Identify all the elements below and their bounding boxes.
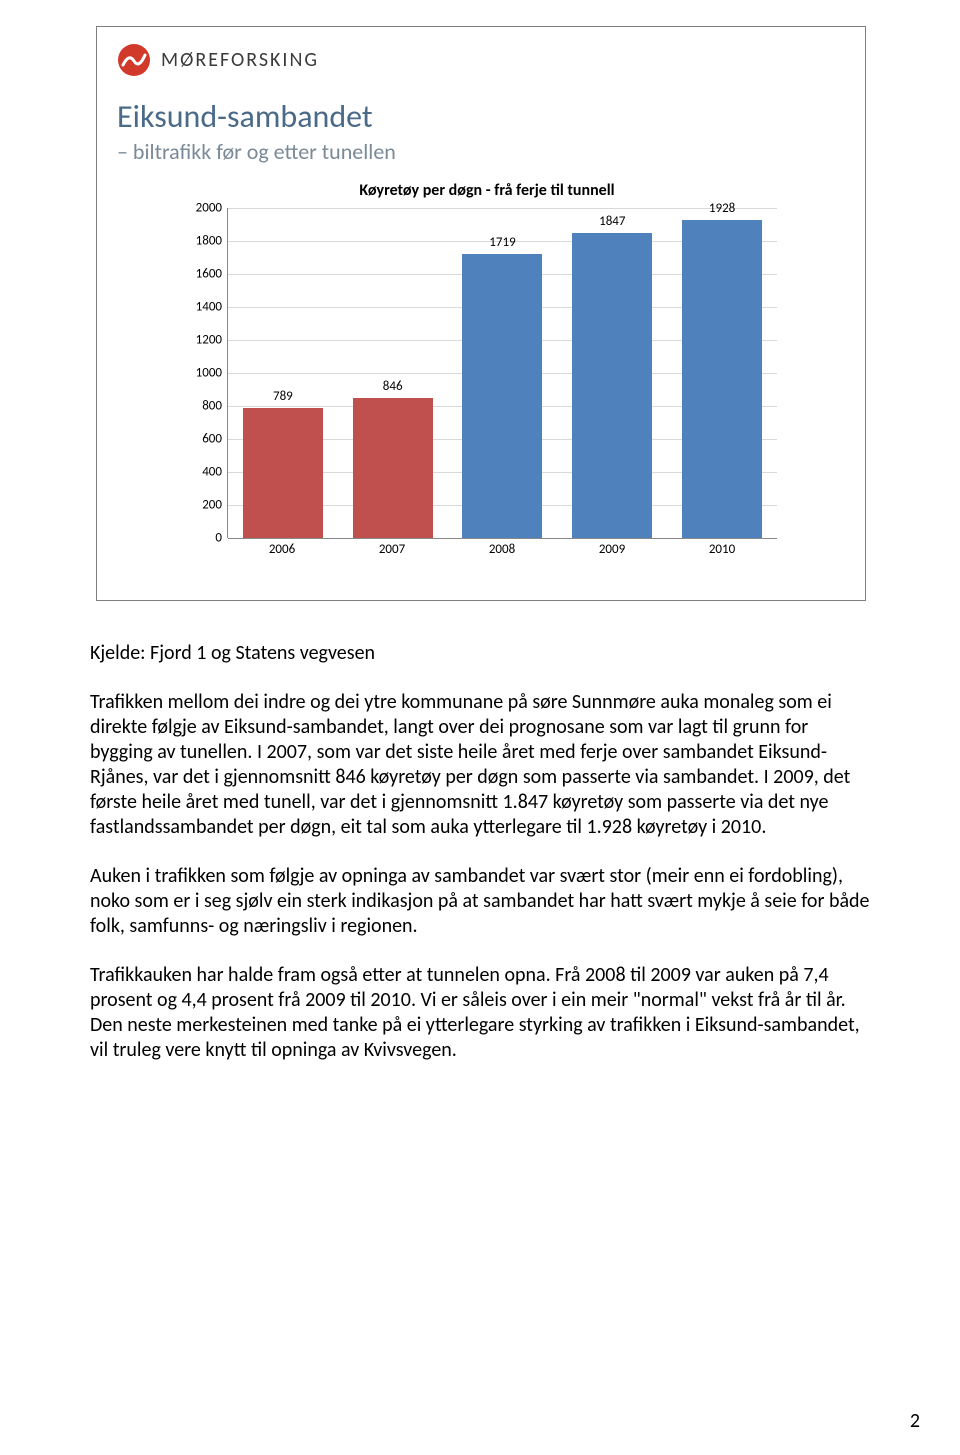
slide-container: MØREFORSKING Eiksund-sambandet – biltraf… <box>96 26 866 601</box>
chart-y-tick: 1200 <box>196 333 228 348</box>
chart-bar <box>462 254 542 538</box>
chart-x-label: 2008 <box>447 542 557 557</box>
chart-y-tick: 1400 <box>196 300 228 315</box>
paragraph: Auken i trafikken som følgje av opninga … <box>90 864 870 939</box>
paragraph: Trafikken mellom dei indre og dei ytre k… <box>90 690 870 840</box>
slide-title-line2: – biltrafikk før og etter tunellen <box>117 138 396 165</box>
chart-x-axis: 20062007200820092010 <box>227 542 777 557</box>
chart-bar <box>353 398 433 538</box>
chart-y-tick: 1600 <box>196 267 228 282</box>
chart-y-tick: 600 <box>202 432 228 447</box>
chart-plot-area: 0200400600800100012001400160018002000789… <box>227 208 777 538</box>
chart-x-label: 2006 <box>227 542 337 557</box>
paragraph: Trafikkauken har halde fram også etter a… <box>90 963 870 1063</box>
chart-y-tick: 800 <box>202 399 228 414</box>
chart-bar-label: 1847 <box>599 214 625 229</box>
chart-x-label: 2010 <box>667 542 777 557</box>
chart-bar-label: 789 <box>273 389 293 404</box>
chart-y-tick: 400 <box>202 465 228 480</box>
body-text: Kjelde: Fjord 1 og Statens vegvesen Traf… <box>90 641 870 1063</box>
chart-bar-label: 1719 <box>489 235 515 250</box>
brand-logo-icon <box>117 43 151 77</box>
slide-title-line1: Eiksund-sambandet <box>117 97 396 136</box>
source-line: Kjelde: Fjord 1 og Statens vegvesen <box>90 641 870 666</box>
chart-y-tick: 1800 <box>196 234 228 249</box>
chart-gridline <box>228 538 777 539</box>
chart-body: 0200400600800100012001400160018002000789… <box>187 208 787 557</box>
chart-x-label: 2007 <box>337 542 447 557</box>
chart: Køyretøy per døgn - frå ferje til tunnel… <box>187 181 787 557</box>
chart-y-tick: 2000 <box>196 201 228 216</box>
chart-bar <box>682 220 762 538</box>
chart-bar <box>243 408 323 538</box>
chart-y-tick: 0 <box>215 531 228 546</box>
chart-x-label: 2009 <box>557 542 667 557</box>
chart-y-tick: 200 <box>202 498 228 513</box>
brand: MØREFORSKING <box>117 43 319 77</box>
chart-bar-label: 846 <box>383 379 403 394</box>
chart-bar <box>572 233 652 538</box>
slide-title: Eiksund-sambandet – biltrafikk før og et… <box>117 97 396 165</box>
chart-y-tick: 1000 <box>196 366 228 381</box>
chart-title: Køyretøy per døgn - frå ferje til tunnel… <box>187 181 787 200</box>
page-number: 2 <box>910 1409 920 1433</box>
brand-name: MØREFORSKING <box>161 48 319 72</box>
chart-bar-label: 1928 <box>709 201 735 216</box>
